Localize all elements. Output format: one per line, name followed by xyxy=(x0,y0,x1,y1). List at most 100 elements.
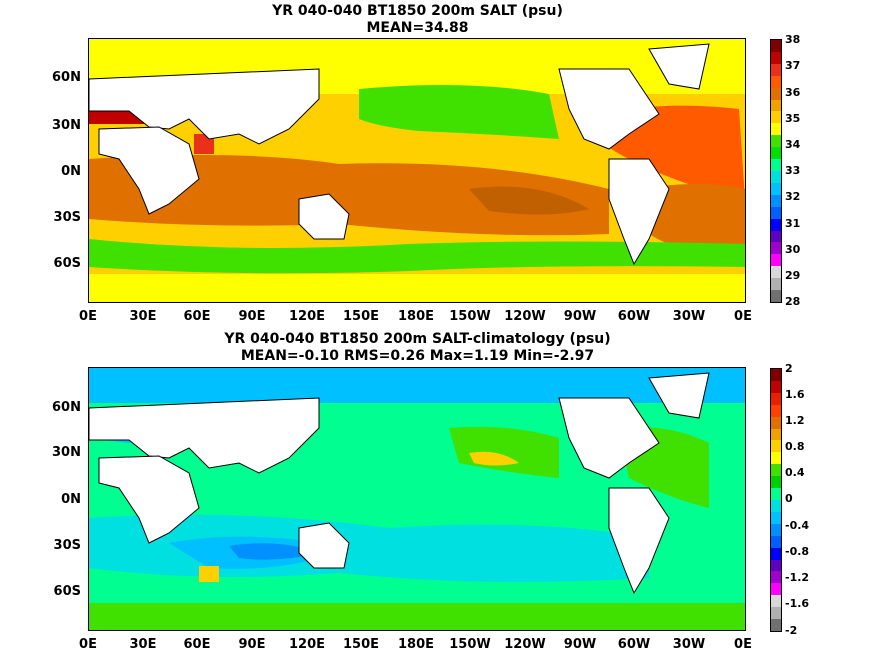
top-lat-label-60n: 60N xyxy=(52,70,81,85)
colorbar-swatch xyxy=(771,464,781,477)
top-lat-label-30s: 30S xyxy=(53,210,81,225)
bottom-lat-label-60n: 60N xyxy=(52,400,81,415)
colorbar-swatch xyxy=(771,254,781,267)
top-colorbar-label: 32 xyxy=(785,190,801,203)
top-lon-label: 120E xyxy=(288,309,326,324)
bottom-lon-label: 30E xyxy=(129,637,157,652)
colorbar-swatch xyxy=(771,40,781,52)
colorbar-swatch xyxy=(771,476,781,489)
colorbar-swatch xyxy=(771,135,781,148)
bottom-map-subtitle: MEAN=-0.10 RMS=0.26 Max=1.19 Min=-2.97 xyxy=(240,348,595,364)
colorbar-swatch xyxy=(771,99,781,112)
top-lat-label-30n: 30N xyxy=(52,118,81,133)
colorbar-swatch xyxy=(771,595,781,608)
colorbar-swatch xyxy=(771,123,781,136)
colorbar-swatch xyxy=(771,416,781,429)
bottom-colorbar-label: 1.2 xyxy=(785,414,805,427)
colorbar-swatch xyxy=(771,452,781,465)
bottom-lon-label: 90W xyxy=(563,637,597,652)
colorbar-swatch xyxy=(771,428,781,441)
bottom-lon-label: 90E xyxy=(238,637,266,652)
top-lon-label: 120W xyxy=(504,309,546,324)
bottom-colorbar-label: 0.8 xyxy=(785,440,805,453)
top-lat-label-0n: 0N xyxy=(61,164,81,179)
top-salinity-map xyxy=(88,38,746,303)
top-lon-label: 90E xyxy=(238,309,266,324)
colorbar-swatch xyxy=(771,571,781,584)
bottom-lon-label: 120E xyxy=(288,637,326,652)
top-colorbar-label: 33 xyxy=(785,164,801,177)
top-lon-label: 60W xyxy=(617,309,651,324)
bottom-lon-label: 0E xyxy=(734,637,752,652)
top-lon-label: 0E xyxy=(79,309,97,324)
top-colorbar-label: 28 xyxy=(785,295,801,308)
colorbar-swatch xyxy=(771,559,781,572)
bottom-lat-label-30n: 30N xyxy=(52,445,81,460)
top-lon-label: 90W xyxy=(563,309,597,324)
colorbar-swatch xyxy=(771,147,781,160)
colorbar-swatch xyxy=(771,523,781,536)
bottom-lat-label-0n: 0N xyxy=(61,492,81,507)
colorbar-swatch xyxy=(771,547,781,560)
colorbar-swatch xyxy=(771,380,781,393)
bottom-colorbar-label: 0.4 xyxy=(785,466,805,479)
bottom-colorbar-label: -0.8 xyxy=(785,545,810,558)
colorbar-swatch xyxy=(771,242,781,255)
bottom-lat-label-60s: 60S xyxy=(53,584,81,599)
colorbar-swatch xyxy=(771,63,781,76)
colorbar-swatch xyxy=(771,206,781,219)
colorbar-swatch xyxy=(771,440,781,453)
colorbar-swatch xyxy=(771,51,781,64)
colorbar-swatch xyxy=(771,392,781,405)
colorbar-swatch xyxy=(771,182,781,195)
top-colorbar-label: 29 xyxy=(785,269,801,282)
bottom-colorbar-label: 1.6 xyxy=(785,388,805,401)
colorbar-swatch xyxy=(771,488,781,500)
bottom-salinity-anomaly-map xyxy=(88,367,746,631)
colorbar-swatch xyxy=(771,75,781,88)
bottom-colorbar-label: 0 xyxy=(785,492,793,505)
bottom-lon-label: 60E xyxy=(183,637,211,652)
bottom-map-title: YR 040-040 BT1850 200m SALT-climatology … xyxy=(224,331,611,347)
colorbar-swatch xyxy=(771,194,781,207)
colorbar-swatch xyxy=(771,583,781,596)
top-colorbar-label: 34 xyxy=(785,138,801,151)
top-map-subtitle: MEAN=34.88 xyxy=(366,20,469,36)
colorbar-swatch xyxy=(771,619,781,631)
top-colorbar xyxy=(770,39,782,303)
colorbar-swatch xyxy=(771,266,781,279)
bottom-lon-label: 30W xyxy=(672,637,706,652)
colorbar-swatch xyxy=(771,511,781,524)
colorbar-swatch xyxy=(771,278,781,291)
colorbar-swatch xyxy=(771,218,781,231)
bottom-lat-label-30s: 30S xyxy=(53,538,81,553)
bottom-colorbar-label: 2 xyxy=(785,362,793,375)
colorbar-swatch xyxy=(771,111,781,124)
top-lon-label: 30W xyxy=(672,309,706,324)
bottom-colorbar xyxy=(770,368,782,632)
top-lon-label: 30E xyxy=(129,309,157,324)
top-lon-label: 150W xyxy=(449,309,491,324)
top-colorbar-label: 35 xyxy=(785,112,801,125)
top-lon-label: 60E xyxy=(183,309,211,324)
colorbar-swatch xyxy=(771,404,781,417)
bottom-lon-label: 120W xyxy=(504,637,546,652)
bottom-lon-label: 60W xyxy=(617,637,651,652)
colorbar-swatch xyxy=(771,87,781,100)
bottom-lon-label: 150W xyxy=(449,637,491,652)
top-lon-label: 0E xyxy=(734,309,752,324)
bottom-colorbar-label: -0.4 xyxy=(785,519,810,532)
colorbar-swatch xyxy=(771,170,781,183)
colorbar-swatch xyxy=(771,159,781,171)
bottom-lon-label: 0E xyxy=(79,637,97,652)
colorbar-swatch xyxy=(771,499,781,512)
bottom-colorbar-label: -2 xyxy=(785,624,798,637)
top-colorbar-label: 38 xyxy=(785,33,801,46)
top-lat-label-60s: 60S xyxy=(53,256,81,271)
top-map-title: YR 040-040 BT1850 200m SALT (psu) xyxy=(272,3,563,19)
top-lon-label: 180E xyxy=(397,309,435,324)
colorbar-swatch xyxy=(771,369,781,381)
colorbar-swatch xyxy=(771,230,781,243)
bottom-lon-label: 150E xyxy=(342,637,380,652)
top-colorbar-label: 37 xyxy=(785,59,801,72)
